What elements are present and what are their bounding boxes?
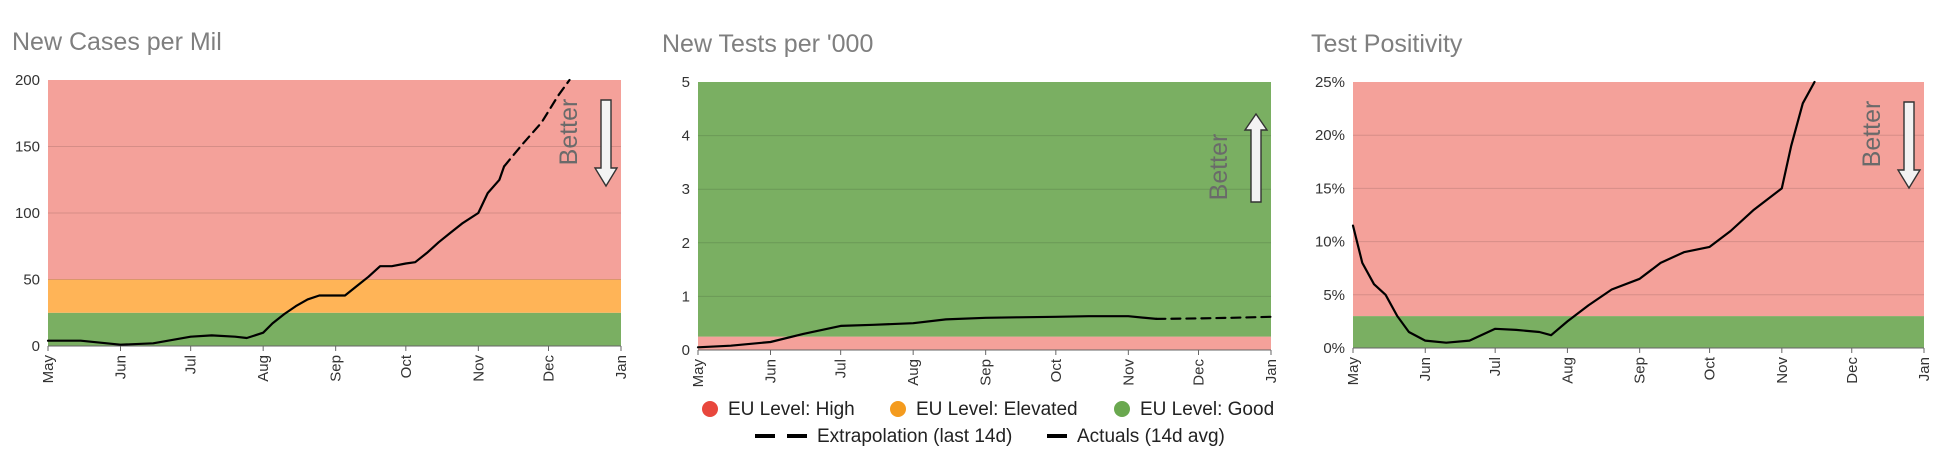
y-tick-label: 25% bbox=[1315, 74, 1345, 91]
actuals-line bbox=[696, 315, 1158, 349]
better-label: Better bbox=[555, 99, 583, 166]
y-tick-label: 0 bbox=[682, 342, 690, 359]
chart-test-positivity: Test Positivity bbox=[1311, 30, 1463, 58]
x-tick-label: Aug bbox=[1559, 357, 1576, 384]
legend-label: Extrapolation (last 14d) bbox=[817, 426, 1012, 447]
x-tick-label: Jun bbox=[1417, 357, 1434, 381]
x-tick-label: Jul bbox=[1487, 357, 1504, 376]
y-tick-label: 3 bbox=[682, 181, 690, 198]
x-tick-label: Sep bbox=[1632, 357, 1649, 384]
x-tick-label: Nov bbox=[470, 355, 487, 382]
legend-item: EU Level: Elevated bbox=[890, 399, 1078, 420]
plot-2: 0% 5% 10% 15% 20% 25% May Jun Jul Aug Sep Oct Nov Dec… bbox=[1315, 74, 1933, 385]
legend-item: Extrapolation (last 14d) bbox=[755, 426, 1012, 447]
chart-title: New Tests per '000 bbox=[662, 30, 873, 58]
x-tick-label: Dec bbox=[1844, 357, 1861, 384]
x-tick-label: Jun bbox=[113, 355, 130, 379]
x-tick-label: Sep bbox=[978, 359, 995, 386]
y-tick-label: 5% bbox=[1323, 287, 1345, 304]
x-tick-label: Jan bbox=[1263, 359, 1280, 383]
x-tick-label: Jan bbox=[613, 355, 630, 379]
y-tick-label: 100 bbox=[15, 205, 40, 222]
legend-item: EU Level: Good bbox=[1114, 399, 1274, 420]
legend: EU Level: High EU Level: Elevated EU Level… bbox=[702, 399, 1274, 447]
x-tick-label: May bbox=[690, 359, 707, 388]
x-tick-label: Dec bbox=[1190, 359, 1207, 386]
chart-new-tests: New Tests per '000 bbox=[662, 30, 873, 58]
arrow-down-icon bbox=[593, 99, 619, 188]
plot-1: 0 1 2 3 4 5 May Jun Jul Aug Sep Oct Nov Dec Jan Better bbox=[682, 74, 1280, 387]
x-tick-label: May bbox=[1345, 357, 1362, 386]
better-annotation: Better bbox=[1205, 112, 1269, 203]
actuals-line bbox=[46, 165, 506, 346]
chart-title: New Cases per Mil bbox=[12, 28, 222, 56]
y-tick-label: 1 bbox=[682, 288, 690, 305]
y-tick-label: 15% bbox=[1315, 180, 1345, 197]
band-high bbox=[48, 80, 621, 280]
y-tick-label: 150 bbox=[15, 139, 40, 156]
chart-title: Test Positivity bbox=[1311, 30, 1463, 58]
actuals-line bbox=[1351, 80, 1816, 344]
legend-dot-high bbox=[702, 401, 718, 417]
y-tick-label: 4 bbox=[682, 128, 690, 145]
y-tick-label: 0% bbox=[1323, 340, 1345, 357]
x-tick-label: Oct bbox=[1048, 358, 1065, 382]
band-good bbox=[1353, 316, 1924, 348]
arrow-up-icon bbox=[1243, 112, 1269, 203]
x-tick-label: Jul bbox=[833, 359, 850, 378]
y-tick-label: 2 bbox=[682, 235, 690, 252]
better-annotation: Better bbox=[555, 99, 619, 188]
y-tick-label: 50 bbox=[23, 272, 40, 289]
extrapolation-line bbox=[1155, 315, 1273, 320]
chart-new-cases: New Cases per Mil bbox=[12, 28, 222, 56]
x-tick-label: Aug bbox=[905, 359, 922, 386]
plot-0: 0 50 100 150 200 May Jun Jul Aug Sep Oct Nov Dec Jan B… bbox=[15, 72, 630, 383]
x-tick-label: Nov bbox=[1120, 359, 1137, 386]
x-tick-label: Jan bbox=[1916, 357, 1933, 381]
band-good bbox=[698, 82, 1271, 337]
legend-item: EU Level: High bbox=[702, 399, 855, 420]
legend-label: EU Level: High bbox=[728, 399, 855, 420]
better-label: Better bbox=[1205, 134, 1233, 201]
x-tick-label: Oct bbox=[1702, 356, 1719, 380]
extrapolation-line bbox=[503, 78, 571, 168]
x-tick-label: Nov bbox=[1774, 357, 1791, 384]
legend-dot-good bbox=[1114, 401, 1130, 417]
better-annotation: Better bbox=[1858, 101, 1922, 190]
x-tick-label: May bbox=[40, 355, 57, 384]
x-tick-label: Oct bbox=[398, 354, 415, 378]
band-good bbox=[48, 312, 621, 346]
legend-dot-elevated bbox=[890, 401, 906, 417]
y-tick-label: 20% bbox=[1315, 127, 1345, 144]
y-tick-label: 0 bbox=[32, 338, 40, 355]
band-high bbox=[698, 336, 1271, 350]
legend-item: Actuals (14d avg) bbox=[1047, 426, 1225, 447]
legend-label: EU Level: Elevated bbox=[916, 399, 1078, 420]
x-tick-label: Sep bbox=[328, 355, 345, 382]
band-high bbox=[1353, 82, 1924, 317]
legend-label: EU Level: Good bbox=[1140, 399, 1274, 420]
arrow-down-icon bbox=[1896, 101, 1922, 190]
y-tick-label: 5 bbox=[682, 74, 690, 91]
y-tick-label: 200 bbox=[15, 72, 40, 89]
better-label: Better bbox=[1858, 101, 1886, 168]
y-tick-label: 10% bbox=[1315, 234, 1345, 251]
x-tick-label: Dec bbox=[540, 355, 557, 382]
legend-label: Actuals (14d avg) bbox=[1077, 426, 1225, 447]
x-tick-label: Aug bbox=[255, 355, 272, 382]
x-tick-label: Jul bbox=[183, 355, 200, 374]
x-tick-label: Jun bbox=[763, 359, 780, 383]
